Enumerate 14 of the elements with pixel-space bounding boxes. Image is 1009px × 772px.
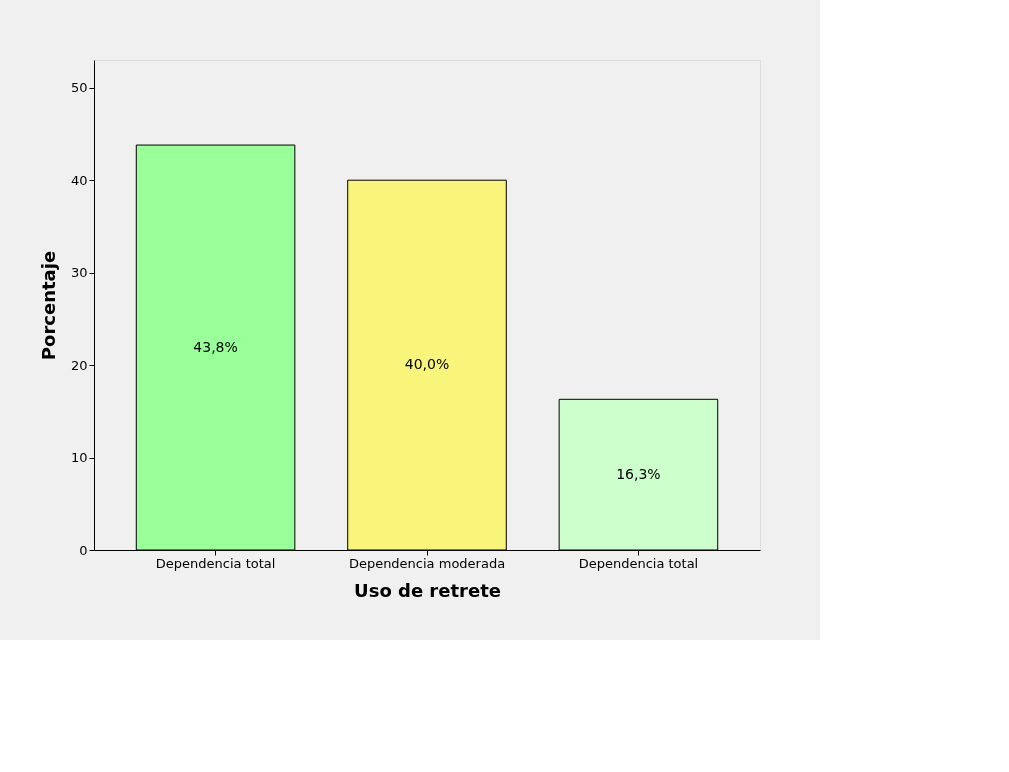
y-tick-label: 0: [79, 542, 88, 558]
data-label: 16,3%: [616, 465, 661, 482]
x-tick-label: Dependencia moderada: [348, 555, 506, 571]
data-label: 40,0%: [404, 356, 450, 373]
y-axis-title: Porcentaje: [37, 250, 59, 361]
x-tick-label: Dependencia total: [155, 555, 276, 571]
y-tick-label: 30: [70, 265, 88, 281]
y-tick-label: 10: [70, 450, 88, 466]
data-label: 43,8%: [193, 338, 238, 355]
x-tick-label: Dependencia total: [578, 555, 699, 571]
y-tick-label: 40: [70, 172, 88, 188]
x-axis-title: Uso de retrete: [354, 579, 501, 601]
y-tick-label: 20: [70, 357, 88, 373]
y-tick-label: 50: [70, 80, 88, 96]
